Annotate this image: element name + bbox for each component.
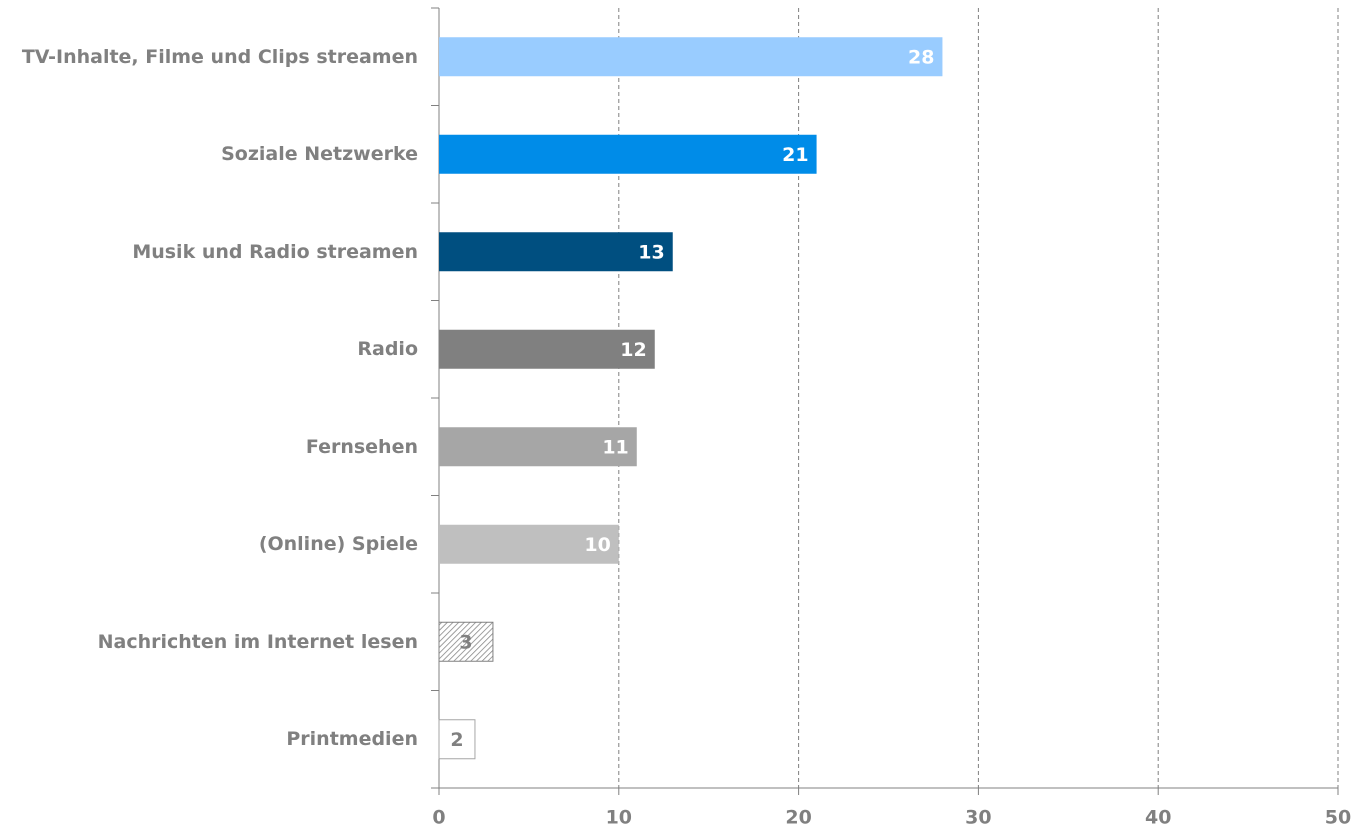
bar [439, 37, 943, 77]
bar [439, 427, 637, 467]
category-label-box: Radio [8, 334, 418, 364]
category-label-box: Soziale Netzwerke [8, 139, 418, 169]
y-tick-label: (Online) Spiele [258, 533, 418, 556]
value-label: 10 [584, 534, 610, 556]
x-tick-label: 50 [1325, 807, 1351, 829]
category-label-box: Fernsehen [8, 432, 418, 462]
value-label: 21 [782, 144, 808, 166]
category-label-box: TV-Inhalte, Filme und Clips streamen [8, 42, 418, 72]
bar [439, 134, 817, 174]
value-label: 2 [450, 729, 463, 751]
y-tick-label: TV-Inhalte, Filme und Clips streamen [21, 45, 418, 68]
y-tick-label: Radio [357, 338, 418, 361]
bar [438, 621, 494, 662]
bar [439, 329, 655, 369]
value-label: 12 [620, 339, 646, 361]
y-tick-label: Musik und Radio streamen [132, 240, 418, 263]
value-label: 28 [908, 46, 934, 68]
x-tick-label: 0 [432, 807, 445, 829]
bar [439, 232, 673, 272]
x-tick-label: 10 [606, 807, 632, 829]
value-label: 13 [638, 241, 664, 263]
category-label-box: Musik und Radio streamen [8, 237, 418, 267]
value-label: 3 [459, 631, 472, 653]
y-tick-label: Fernsehen [305, 435, 418, 458]
category-label-box: Printmedien [8, 724, 418, 754]
bar [439, 524, 619, 564]
y-tick-label: Printmedien [286, 728, 418, 751]
y-tick-label: Nachrichten im Internet lesen [97, 630, 418, 653]
category-label-box: Nachrichten im Internet lesen [8, 627, 418, 657]
value-label: 11 [602, 436, 628, 458]
x-tick-label: 40 [1145, 807, 1171, 829]
bar [438, 719, 476, 760]
category-label-box: (Online) Spiele [8, 529, 418, 559]
x-tick-label: 20 [785, 807, 811, 829]
x-tick-label: 30 [965, 807, 991, 829]
y-tick-label: Soziale Netzwerke [221, 143, 418, 166]
